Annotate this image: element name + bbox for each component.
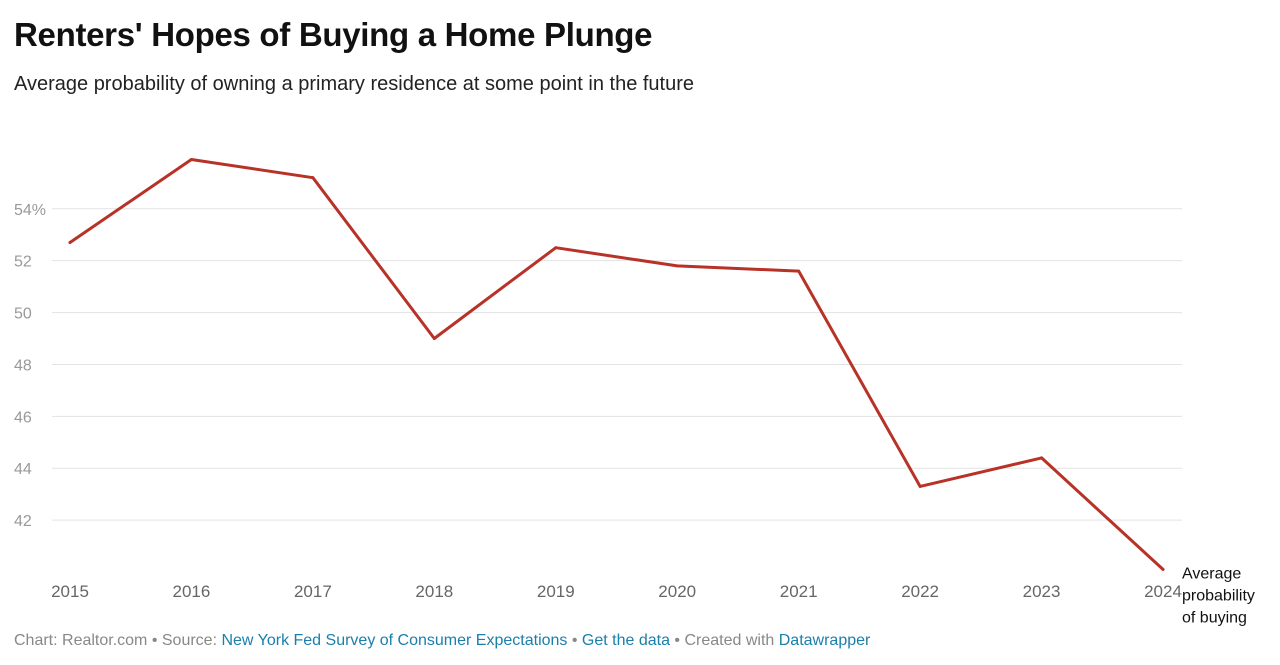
footer-credit: Chart: Realtor.com • Source:	[14, 632, 222, 649]
data-point	[675, 264, 679, 268]
x-tick-label: 2015	[51, 582, 89, 601]
series-labels: Average probability of buying	[1182, 565, 1255, 626]
x-tick-label: 2024	[1144, 582, 1182, 601]
source-link[interactable]: New York Fed Survey of Consumer Expectat…	[221, 632, 568, 649]
x-tick-label: 2016	[173, 582, 211, 601]
data-point	[797, 269, 801, 273]
y-tick-label: 42	[14, 513, 32, 530]
series-end-label: Average probability of buying	[1182, 565, 1255, 626]
y-tick-label: 46	[14, 409, 32, 426]
chart-title: Renters' Hopes of Buying a Home Plunge	[14, 16, 653, 53]
y-tick-label: 54%	[14, 202, 46, 219]
data-point	[1040, 456, 1044, 460]
data-point	[68, 241, 72, 245]
x-tick-label: 2019	[537, 582, 575, 601]
data-point	[1161, 567, 1165, 571]
x-tick-label: 2018	[415, 582, 453, 601]
datawrapper-link[interactable]: Datawrapper	[778, 632, 871, 649]
x-axis-ticks: 2015 2016 2017 2018 2019 2020 2021 2022 2023 2024	[51, 582, 1182, 601]
series-end-label-line: of buying	[1182, 609, 1247, 626]
series-line	[68, 158, 1165, 571]
chart-subtitle: Average probability of owning a primary …	[14, 73, 695, 95]
data-point	[311, 176, 315, 180]
footer-separator: •	[567, 632, 582, 649]
x-tick-label: 2021	[780, 582, 818, 601]
get-data-link[interactable]: Get the data	[581, 632, 670, 649]
data-point	[554, 246, 558, 250]
data-point	[918, 484, 922, 488]
x-tick-label: 2023	[1023, 582, 1061, 601]
y-axis-ticks: 42 44 46 48 50 52 54%	[14, 202, 46, 530]
y-tick-label: 48	[14, 357, 32, 374]
series-end-label-line: Average	[1182, 565, 1241, 582]
series-end-label-line: probability	[1182, 587, 1255, 604]
data-point	[189, 158, 193, 162]
x-tick-label: 2020	[658, 582, 696, 601]
data-point	[432, 337, 436, 341]
x-tick-label: 2022	[901, 582, 939, 601]
y-tick-label: 44	[14, 461, 32, 478]
y-tick-label: 52	[14, 254, 32, 271]
footer-created-with: • Created with	[669, 632, 779, 649]
x-tick-label: 2017	[294, 582, 332, 601]
chart-footer: Chart: Realtor.com • Source: New York Fe…	[14, 632, 870, 650]
y-tick-label: 50	[14, 306, 32, 323]
series	[68, 158, 1165, 571]
